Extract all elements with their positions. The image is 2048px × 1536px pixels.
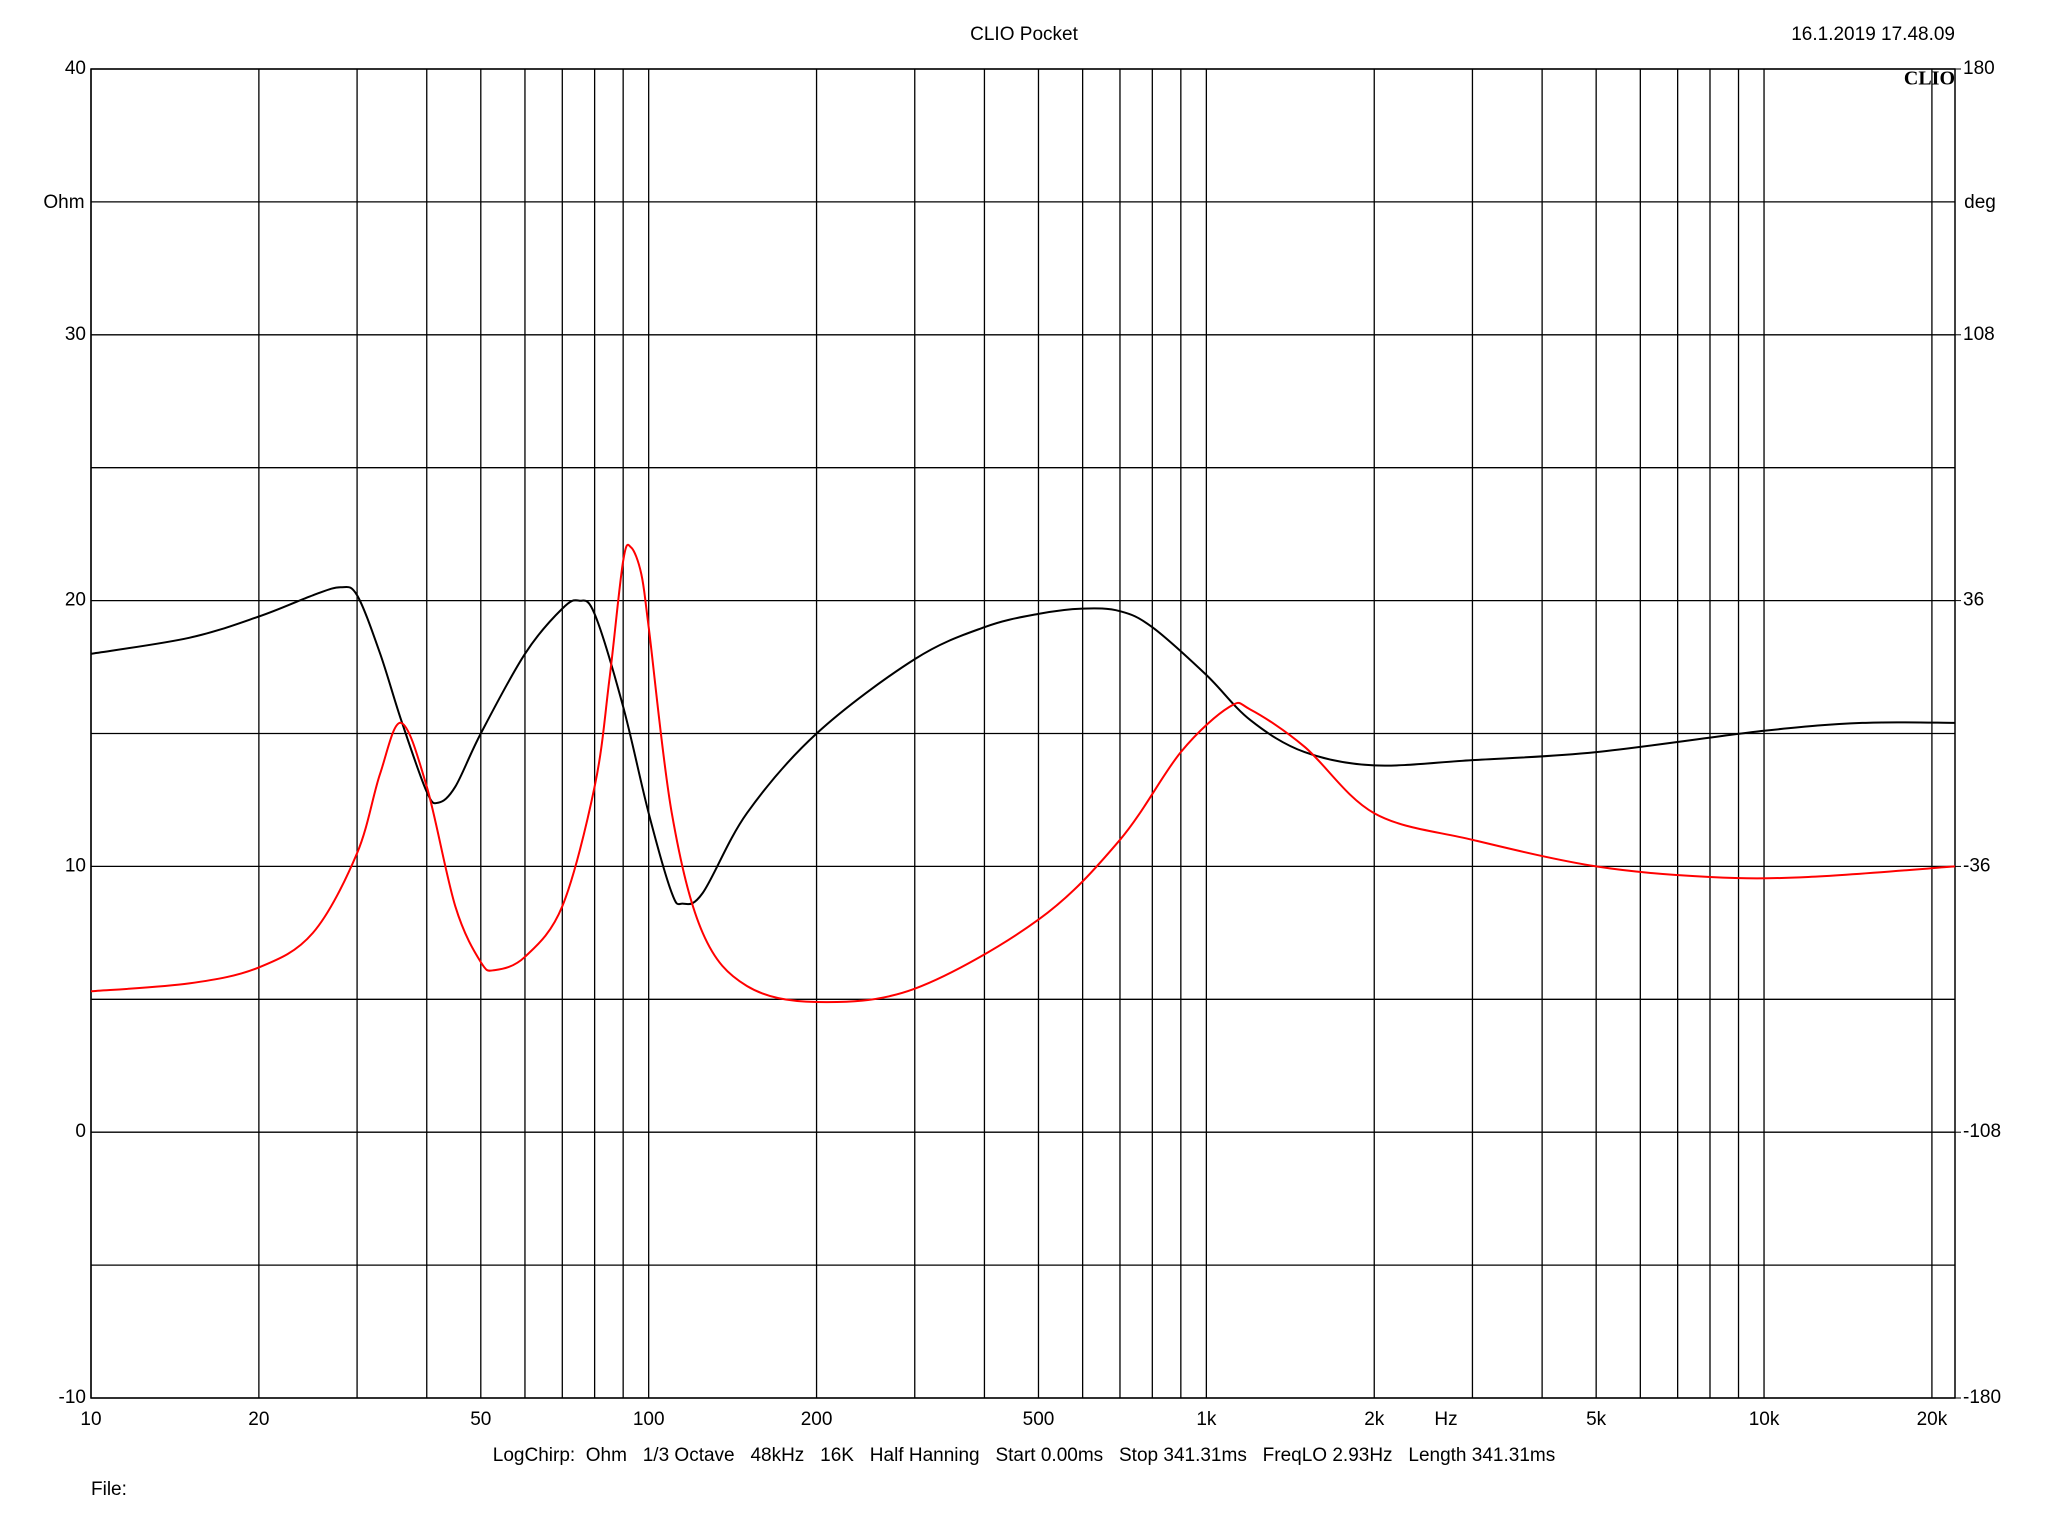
- y-tick-label: 30: [65, 324, 86, 345]
- footer: LogChirp: Ohm 1/3 Octave 48kHz 16K Half …: [493, 1445, 1555, 1466]
- y2-tick-label: 180: [1963, 58, 1995, 79]
- y-axis-label: Ohm: [43, 192, 84, 213]
- x-tick-label: 500: [1023, 1409, 1055, 1430]
- x-tick-label: 100: [633, 1409, 665, 1430]
- y2-tick-label: -36: [1963, 855, 1990, 876]
- y-tick-label: -10: [59, 1387, 86, 1408]
- y-tick-label: 10: [65, 855, 86, 876]
- y2-axis-label: deg: [1964, 192, 1996, 213]
- x-tick-label: 200: [801, 1409, 833, 1430]
- y-tick-label: 20: [65, 590, 86, 611]
- series-line: [90, 585, 1956, 906]
- x-tick-label: 20: [248, 1409, 269, 1430]
- y-tick-label: 40: [65, 58, 86, 79]
- y2-tick-label: 108: [1963, 324, 1995, 345]
- x-tick-label: 20k: [1917, 1409, 1948, 1430]
- logo: CLIO: [1904, 68, 1955, 90]
- x-tick-label: 1k: [1196, 1409, 1217, 1430]
- x-tick-label: 50: [470, 1409, 491, 1430]
- x-tick-label: 2k: [1364, 1409, 1385, 1430]
- x-tick-label: 10: [80, 1409, 101, 1430]
- x-tick-label: 10k: [1749, 1409, 1780, 1430]
- file-label: File:: [91, 1479, 127, 1500]
- x-tick-label: 5k: [1586, 1409, 1607, 1430]
- series-line: [90, 543, 1956, 1004]
- y-tick-label: 0: [75, 1121, 86, 1142]
- timestamp: 16.1.2019 17.48.09: [1791, 24, 1955, 45]
- x-axis-label: Hz: [1434, 1409, 1457, 1430]
- y2-tick-label: 36: [1963, 590, 1984, 611]
- plot-frame: [90, 68, 1956, 1399]
- y2-tick-label: -108: [1963, 1121, 2001, 1142]
- chart-title: CLIO Pocket: [970, 24, 1078, 45]
- y2-tick-label: -180: [1963, 1387, 2001, 1408]
